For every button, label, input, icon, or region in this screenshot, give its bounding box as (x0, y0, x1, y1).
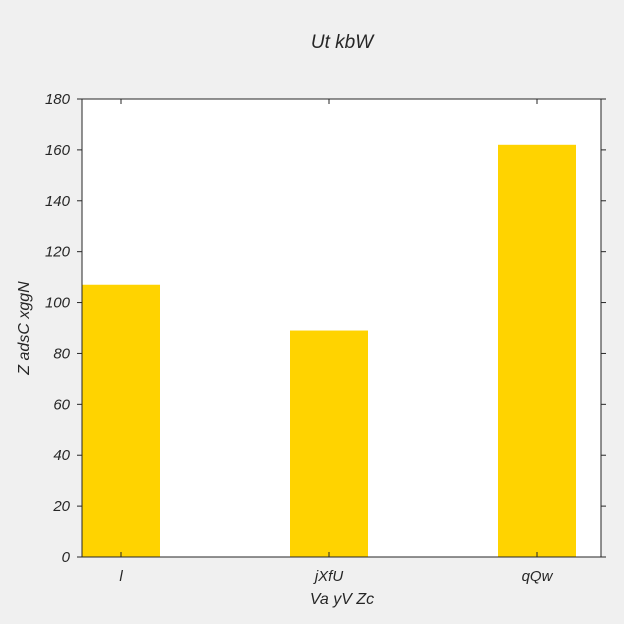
y-tick-label-3: 60 (53, 396, 70, 413)
ticks-layer: l jXfU qQw 0 20 40 60 80 100 120 140 160 180 (45, 91, 606, 585)
bar-1 (290, 330, 368, 557)
x-tick-label-1: jXfU (313, 568, 344, 585)
y-tick-label-7: 140 (45, 193, 71, 210)
y-tick-label-0: 0 (62, 549, 71, 566)
plot-frame (81, 98, 602, 558)
y-tick-label-2: 40 (53, 447, 70, 464)
x-tick-label-0: l (119, 568, 123, 585)
bars-layer (82, 144, 576, 558)
y-tick-label-8: 160 (45, 142, 71, 159)
y-tick-label-4: 80 (53, 345, 70, 362)
y-tick-label-9: 180 (45, 91, 71, 108)
y-tick-label-6: 120 (45, 244, 71, 261)
chart-title: Ut kbW (311, 32, 375, 53)
bar-0 (82, 284, 160, 557)
y-axis-label: Z adsC xggN (16, 281, 33, 376)
y-tick-label-1: 20 (52, 498, 70, 515)
x-tick-label-2: qQw (522, 568, 554, 585)
x-axis-label: Va yV Zc (310, 591, 374, 608)
y-tick-label-5: 100 (45, 295, 71, 312)
bar-2 (498, 144, 576, 558)
